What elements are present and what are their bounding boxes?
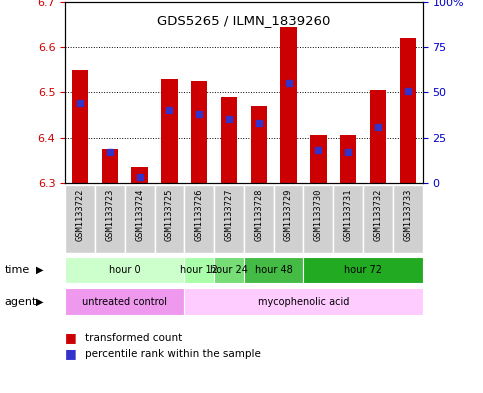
Bar [303,257,423,283]
Bar [221,97,237,183]
Text: GSM1133722: GSM1133722 [76,188,85,241]
Text: percentile rank within the sample: percentile rank within the sample [85,349,260,359]
Bar [310,135,327,183]
Text: GSM1133728: GSM1133728 [255,188,263,241]
Bar [161,79,178,183]
Text: agent: agent [5,297,37,307]
Text: GSM1133723: GSM1133723 [105,188,114,241]
Text: hour 72: hour 72 [344,265,382,275]
FancyBboxPatch shape [155,185,185,253]
Bar [185,257,214,283]
FancyBboxPatch shape [95,185,125,253]
Bar [102,149,118,183]
Text: hour 48: hour 48 [255,265,293,275]
Bar [399,38,416,183]
FancyBboxPatch shape [185,185,214,253]
Bar [65,257,185,283]
Text: GSM1133725: GSM1133725 [165,188,174,241]
Text: hour 24: hour 24 [210,265,248,275]
FancyBboxPatch shape [214,185,244,253]
Text: ▶: ▶ [36,265,44,275]
Text: mycophenolic acid: mycophenolic acid [258,297,349,307]
Text: ■: ■ [65,331,77,345]
Text: GSM1133732: GSM1133732 [373,188,383,241]
Text: time: time [5,265,30,275]
FancyBboxPatch shape [65,185,95,253]
Text: hour 12: hour 12 [180,265,218,275]
Text: GSM1133726: GSM1133726 [195,188,204,241]
Text: GSM1133731: GSM1133731 [344,188,353,241]
FancyBboxPatch shape [244,185,274,253]
Bar [251,106,267,183]
Bar [281,27,297,183]
Text: ▶: ▶ [36,297,44,307]
Bar [185,288,423,315]
Text: GSM1133724: GSM1133724 [135,188,144,241]
Bar [244,257,303,283]
Text: GSM1133733: GSM1133733 [403,188,412,241]
Text: GSM1133730: GSM1133730 [314,188,323,241]
Text: untreated control: untreated control [82,297,167,307]
Text: GSM1133729: GSM1133729 [284,188,293,241]
Bar [131,167,148,183]
Bar [191,81,207,183]
Text: GSM1133727: GSM1133727 [225,188,233,241]
FancyBboxPatch shape [303,185,333,253]
Text: transformed count: transformed count [85,333,182,343]
FancyBboxPatch shape [125,185,155,253]
Text: GDS5265 / ILMN_1839260: GDS5265 / ILMN_1839260 [157,15,330,28]
FancyBboxPatch shape [274,185,303,253]
Bar [65,288,185,315]
Text: ■: ■ [65,347,77,360]
FancyBboxPatch shape [333,185,363,253]
Text: hour 0: hour 0 [109,265,141,275]
Bar [370,90,386,183]
Bar [72,70,88,183]
FancyBboxPatch shape [393,185,423,253]
Bar [214,257,244,283]
Bar [340,135,356,183]
FancyBboxPatch shape [363,185,393,253]
